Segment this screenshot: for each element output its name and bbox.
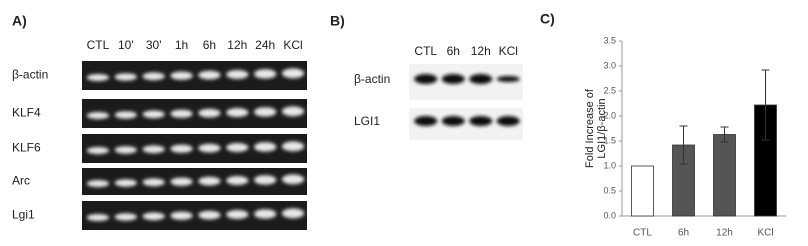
gel-band — [254, 69, 277, 79]
lane-label: CTL — [414, 44, 437, 58]
gel-band — [86, 74, 110, 81]
panel-label: A) — [12, 13, 27, 29]
lane-label: 6h — [447, 44, 460, 58]
gel-band — [281, 208, 305, 219]
gel-band — [226, 108, 249, 117]
gel-band — [254, 209, 277, 219]
y-axis-label-line: LGI1/β-actin — [596, 98, 608, 158]
gel-band — [281, 141, 305, 152]
gel-band — [226, 210, 249, 219]
gel-band — [254, 175, 277, 185]
y-tick-label: 2.5 — [603, 85, 616, 95]
panel-label: C) — [540, 11, 555, 27]
gel-band — [142, 212, 165, 221]
lane-label: 10' — [118, 38, 134, 52]
gel-band — [414, 116, 438, 126]
lane-label: KCl — [499, 44, 518, 58]
y-tick-label: 3.5 — [603, 35, 616, 45]
y-axis-label: Fold Increase ofLGI1/β-actin — [584, 88, 608, 168]
gel-band — [86, 147, 110, 154]
x-tick-label: KCl — [757, 228, 773, 239]
gel-band — [226, 70, 249, 79]
x-tick-label: 12h — [716, 228, 733, 239]
gel-band — [226, 176, 249, 185]
gel-band — [281, 174, 305, 185]
panel-label: B) — [330, 13, 345, 29]
gel-band — [170, 211, 193, 220]
lane-label: 12h — [227, 38, 247, 52]
gel-band — [170, 177, 193, 186]
gel-band — [198, 210, 221, 220]
y-tick-label: 3.0 — [603, 60, 616, 70]
lane-label: 6h — [203, 38, 216, 52]
y-tick-label: 0.0 — [603, 210, 616, 220]
row-label: Arc — [12, 174, 30, 188]
gel-band — [198, 70, 221, 80]
gel-band — [496, 116, 520, 126]
gel-band — [114, 146, 137, 154]
y-tick-label: 1.5 — [603, 135, 616, 145]
gel-band — [496, 76, 520, 82]
row-label: KLF6 — [12, 141, 41, 155]
lane-label: 30' — [146, 38, 162, 52]
gel-band — [469, 116, 493, 126]
gel-band — [254, 142, 277, 152]
gel-band — [441, 74, 465, 84]
gel-band — [170, 144, 193, 153]
row-label: Lgi1 — [12, 208, 35, 222]
y-tick-label: 1.0 — [603, 160, 616, 170]
gel-band — [142, 145, 165, 154]
gel-band — [114, 73, 137, 81]
lane-label: CTL — [87, 38, 110, 52]
row-label: KLF4 — [12, 106, 41, 120]
row-label: β-actin — [354, 72, 390, 86]
gel-band — [226, 143, 249, 152]
gel-band — [142, 178, 165, 187]
row-label: LGI1 — [354, 114, 380, 128]
gel-band — [254, 107, 277, 117]
gel-band — [114, 179, 137, 187]
gel-band — [170, 109, 193, 118]
lane-label: 12h — [471, 44, 491, 58]
lane-label: KCl — [283, 38, 302, 52]
gel-band — [198, 176, 221, 186]
bar — [631, 165, 654, 217]
gel-band — [441, 116, 465, 126]
gel-band — [198, 108, 221, 118]
row-label: β-actin — [12, 68, 48, 82]
gel-band — [142, 72, 165, 81]
gel-band — [86, 214, 110, 221]
gel-band — [414, 74, 438, 84]
lane-label: 1h — [175, 38, 188, 52]
gel-band — [170, 71, 193, 80]
gel-band — [86, 180, 110, 187]
gel-band — [198, 143, 221, 153]
x-tick-label: CTL — [633, 228, 652, 239]
gel-band — [281, 68, 305, 79]
y-axis-label-line: Fold Increase of — [584, 88, 596, 168]
gel-band — [469, 74, 493, 84]
gel-band — [281, 106, 305, 117]
gel-band — [142, 110, 165, 119]
gel-band — [114, 213, 137, 221]
lane-label: 24h — [255, 38, 275, 52]
y-tick-label: 2.0 — [603, 110, 616, 120]
gel-band — [114, 111, 137, 119]
y-tick-label: 0.5 — [603, 185, 616, 195]
x-tick-label: 6h — [678, 228, 689, 239]
bar — [713, 134, 736, 217]
gel-band — [86, 112, 110, 119]
